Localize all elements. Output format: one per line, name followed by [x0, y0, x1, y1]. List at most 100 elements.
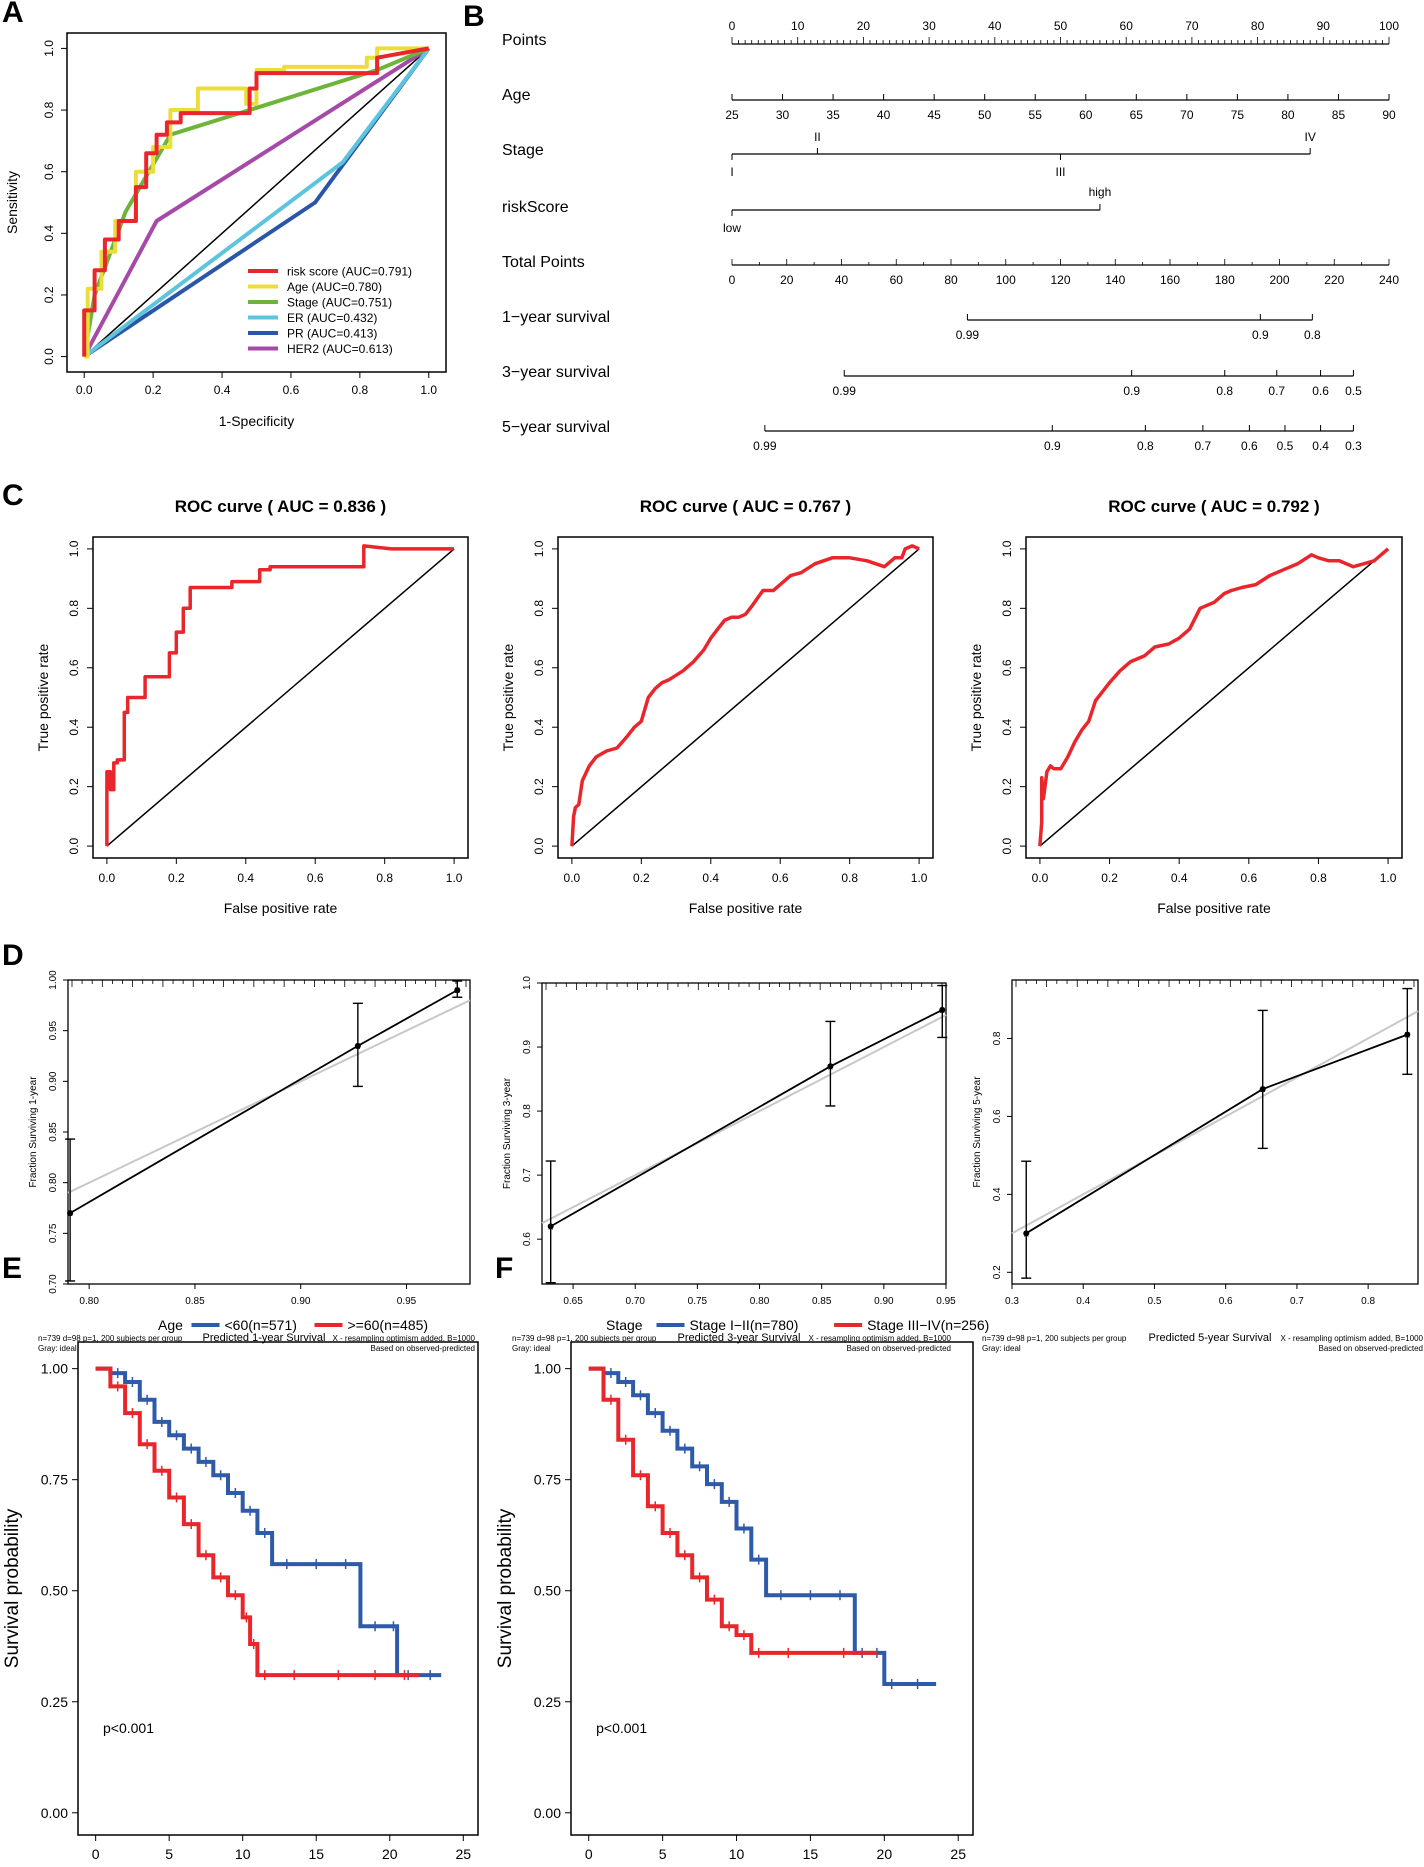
legend-label: ER (AUC=0.432)	[287, 311, 377, 325]
legend-label: PR (AUC=0.413)	[287, 327, 377, 341]
stage-tick-label: III	[1055, 165, 1065, 179]
nomogram-row-label: 5−year survival	[502, 419, 610, 436]
y-tick-label: 1.00	[534, 1361, 561, 1377]
x-axis-title: Predicted 3-year Survival	[678, 1332, 801, 1344]
y-tick-label: 0.8	[1000, 600, 1014, 617]
y-tick-label: 0.6	[42, 163, 56, 180]
y-axis-title: Sensitivity	[4, 171, 20, 234]
y-tick-label: 0.8	[42, 101, 56, 118]
x-tick-label: 0.6	[283, 383, 300, 397]
calibration-point	[827, 1063, 834, 1070]
y-axis-title: Survival probability	[495, 1508, 516, 1668]
y-tick-label: 1.0	[67, 540, 81, 557]
y-tick-label: 0.4	[1000, 719, 1014, 736]
series-line-her2	[82, 46, 430, 358]
survival-tick-label: 0.5	[1277, 439, 1294, 453]
optimism-marker: x	[355, 1041, 360, 1052]
optimism-marker: x	[1405, 1030, 1410, 1041]
x-tick-label: 0.90	[291, 1296, 311, 1307]
calibration-point	[1023, 1230, 1030, 1237]
survival-tick-label: 0.7	[1268, 384, 1285, 398]
age-tick-label: 45	[927, 108, 941, 122]
legend-label: Stage I−II(n=780)	[690, 1317, 799, 1333]
footnote-right: X - resampling optimism added, B=1000	[332, 1334, 475, 1343]
x-tick-label: 1.0	[446, 871, 463, 885]
y-axis-title: Fraction Surviving 1-year	[28, 1076, 39, 1188]
calibration-point	[547, 1223, 554, 1230]
y-tick-label: 0.9	[522, 1040, 533, 1054]
survival-tick-label: 0.7	[1195, 439, 1212, 453]
x-tick-label: 0.0	[564, 871, 581, 885]
ideal-line	[1011, 1010, 1419, 1235]
x-tick-label: 0.2	[145, 383, 162, 397]
calibration-point	[939, 1006, 946, 1013]
optimism-marker: x	[548, 1221, 553, 1232]
x-tick-label: 0.4	[237, 871, 254, 885]
calibration-point	[67, 1210, 74, 1217]
roc-title: ROC curve ( AUC = 0.767 )	[640, 497, 851, 516]
legend-label: <60(n=571)	[225, 1317, 297, 1333]
stage-tick-label: IV	[1304, 130, 1315, 144]
x-tick-label: 0.4	[702, 871, 719, 885]
x-tick-label: 0.5	[1148, 1296, 1162, 1307]
x-tick-label: 25	[950, 1846, 966, 1862]
y-tick-label: 0.0	[42, 348, 56, 365]
y-tick-label: 0.8	[532, 600, 546, 617]
x-tick-label: 0	[92, 1846, 100, 1862]
y-tick-label: 0.25	[534, 1694, 561, 1710]
y-tick-label: 0.4	[532, 719, 546, 736]
panel-letter-a: A	[2, 0, 24, 29]
nomogram-row-label: riskScore	[502, 199, 569, 216]
stage-tick-label: II	[814, 130, 821, 144]
y-tick-label: 1.0	[1000, 540, 1014, 557]
y-tick-label: 0.80	[48, 1172, 59, 1192]
y-tick-label: 0.8	[992, 1031, 1003, 1045]
footnote-left: Gray: ideal	[982, 1344, 1021, 1353]
roc-curve-line	[570, 544, 920, 847]
x-tick-label: 0.6	[307, 871, 324, 885]
panel-d1-calibration: x x x 0.80 0.85 0.90 0.95 0.70 0.75 0.80 0.85 0.90 0…	[28, 970, 476, 1353]
y-tick-label: 0.7	[522, 1168, 533, 1182]
y-tick-label: 0.8	[67, 600, 81, 617]
legend-label: Stage III−IV(n=256)	[867, 1317, 989, 1333]
roc-curve-line	[105, 544, 455, 847]
x-tick-label: 0.75	[688, 1296, 708, 1307]
panel-d2-calibration: x x x 0.65 0.70 0.75 0.80 0.85 0.90 0.95 0.6 0.7 0.8…	[502, 976, 956, 1353]
plot-frame	[67, 979, 471, 1285]
y-tick-label: 1.00	[41, 1361, 68, 1377]
y-tick-label: 0.6	[1000, 659, 1014, 676]
survival-tick-label: 0.99	[956, 328, 980, 342]
x-axis-title: False positive rate	[224, 900, 338, 916]
y-tick-label: 0.8	[522, 1104, 533, 1118]
diagonal-reference-line	[571, 548, 920, 847]
y-tick-label: 0.75	[48, 1223, 59, 1243]
x-tick-label: 0.8	[376, 871, 393, 885]
optimism-marker: x	[828, 1061, 833, 1072]
survival-tick-label: 0.99	[833, 384, 857, 398]
survival-tick-label: 0.9	[1252, 328, 1269, 342]
legend-title: Stage	[606, 1317, 643, 1333]
x-tick-label: 5	[165, 1846, 173, 1862]
x-tick-label: 0.70	[625, 1296, 645, 1307]
nomogram-row-label: Age	[502, 87, 531, 104]
y-tick-label: 0.75	[41, 1472, 68, 1488]
total-points-tick-label: 80	[944, 273, 958, 287]
plot-frame	[1011, 979, 1419, 1285]
x-tick-label: 0.95	[397, 1296, 417, 1307]
footnote-right: X - resampling optimism added, B=1000	[1280, 1334, 1423, 1343]
points-tick-label: 100	[1379, 19, 1399, 33]
panel-letter-e: E	[2, 1252, 22, 1285]
y-tick-label: 0.2	[67, 778, 81, 795]
y-tick-label: 0.4	[42, 225, 56, 242]
points-tick-label: 80	[1251, 19, 1265, 33]
survival-tick-label: 0.8	[1216, 384, 1233, 398]
total-points-tick-label: 60	[890, 273, 904, 287]
age-tick-label: 75	[1231, 108, 1245, 122]
plot-frame	[77, 1341, 479, 1836]
footnote-left: Gray: ideal	[512, 1344, 551, 1353]
x-axis-title: False positive rate	[689, 900, 803, 916]
survival-tick-label: 0.9	[1123, 384, 1140, 398]
x-tick-label: 0.0	[1032, 871, 1049, 885]
panel-letter-f: F	[495, 1252, 513, 1285]
nomogram-row-label: 3−year survival	[502, 364, 610, 381]
